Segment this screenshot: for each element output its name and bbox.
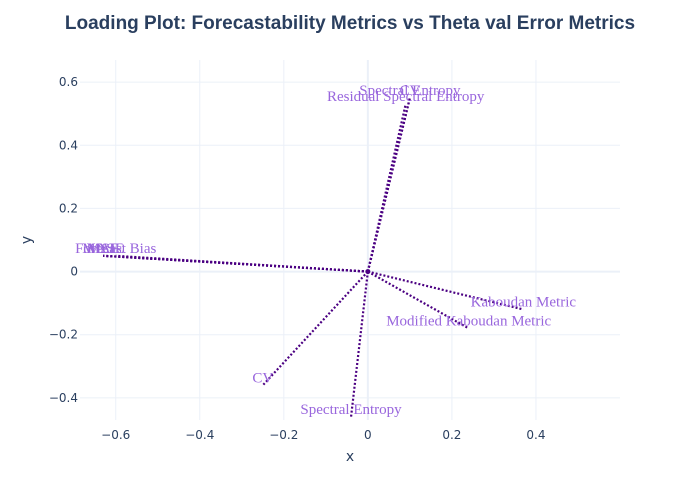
y-tick-labels: −0.4 −0.2 0 0.2 0.4 0.6 — [49, 75, 78, 405]
y-tick-label: 0 — [70, 265, 78, 279]
vector-label: MASE — [82, 241, 124, 257]
x-tick-label: −0.6 — [101, 428, 130, 442]
loading-vector — [349, 271, 369, 417]
y-tick-label: 0.2 — [59, 201, 78, 215]
loading-vectors — [103, 97, 524, 417]
x-tick-label: 0.4 — [526, 428, 545, 442]
vector-label: CV — [399, 83, 420, 99]
vector-label: Spectral Entropy — [359, 83, 461, 99]
origin-point — [365, 269, 371, 275]
loading-vector — [367, 270, 524, 311]
vector-label: Modified Kaboudan Metric — [386, 313, 551, 329]
x-tick-label: −0.4 — [185, 428, 214, 442]
loading-vector — [115, 254, 368, 273]
vector-label: CV — [252, 370, 273, 386]
x-tick-labels: −0.6 −0.4 −0.2 0 0.2 0.4 — [101, 428, 545, 442]
y-tick-label: −0.4 — [49, 391, 78, 405]
vector-label: Kaboudan Metric — [471, 294, 577, 310]
loading-vector — [367, 270, 470, 330]
x-tick-label: 0 — [364, 428, 372, 442]
y-tick-label: 0.4 — [59, 138, 78, 152]
y-axis-title: y — [19, 236, 35, 244]
vector-label: MAE — [86, 241, 119, 257]
vector-label: Spectral Entropy — [300, 402, 402, 418]
x-tick-label: −0.2 — [269, 428, 298, 442]
vector-label: Residual Spectral Entropy — [327, 89, 485, 105]
y-tick-label: −0.2 — [49, 328, 78, 342]
grid-lines — [80, 60, 620, 420]
vector-label: MSE — [88, 241, 119, 257]
chart-title: Loading Plot: Forecastability Metrics vs… — [65, 13, 635, 34]
x-axis-title: x — [346, 449, 354, 465]
x-tick-label: 0.2 — [442, 428, 461, 442]
loading-vector — [261, 270, 369, 387]
vector-label: Forecast Bias — [75, 241, 156, 257]
loading-vector — [366, 97, 411, 272]
y-tick-label: 0.6 — [59, 75, 78, 89]
